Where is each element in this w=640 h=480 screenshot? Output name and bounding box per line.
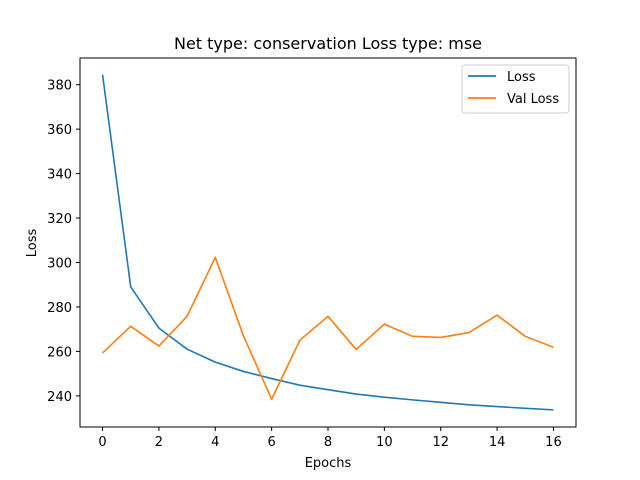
y-tick-label: 260 — [47, 345, 72, 360]
y-tick-label: 360 — [47, 123, 72, 138]
y-axis: 240 260 280 300 320 340 360 380 — [47, 79, 80, 405]
y-tick-label: 280 — [47, 301, 72, 316]
series-line-0 — [101, 74, 554, 411]
series-line-1 — [101, 256, 554, 401]
x-tick-label: 0 — [98, 435, 106, 450]
legend-label: Loss — [507, 70, 536, 85]
x-tick-label: 8 — [324, 435, 332, 450]
y-tick-label: 240 — [47, 390, 72, 405]
legend-box — [461, 64, 570, 114]
series-layer — [101, 74, 554, 411]
x-axis-label: Epochs — [305, 456, 352, 471]
x-axis: 0 2 4 6 8 10 12 14 16 — [98, 427, 562, 450]
x-tick-label: 10 — [376, 435, 393, 450]
y-tick-label: 300 — [47, 257, 72, 272]
legend: Loss Val Loss — [461, 64, 570, 114]
y-tick-label: 320 — [47, 212, 72, 227]
x-tick-label: 16 — [545, 435, 562, 450]
chart-title: Net type: conservation Loss type: mse — [174, 34, 482, 53]
y-tick-label: 380 — [47, 79, 72, 94]
x-tick-label: 4 — [211, 435, 219, 450]
x-tick-label: 12 — [432, 435, 449, 450]
y-tick-label: 340 — [47, 168, 72, 183]
legend-label: Val Loss — [507, 92, 559, 107]
x-tick-label: 2 — [155, 435, 163, 450]
x-tick-label: 6 — [267, 435, 275, 450]
y-axis-label: Loss — [25, 229, 40, 258]
x-tick-label: 14 — [489, 435, 506, 450]
